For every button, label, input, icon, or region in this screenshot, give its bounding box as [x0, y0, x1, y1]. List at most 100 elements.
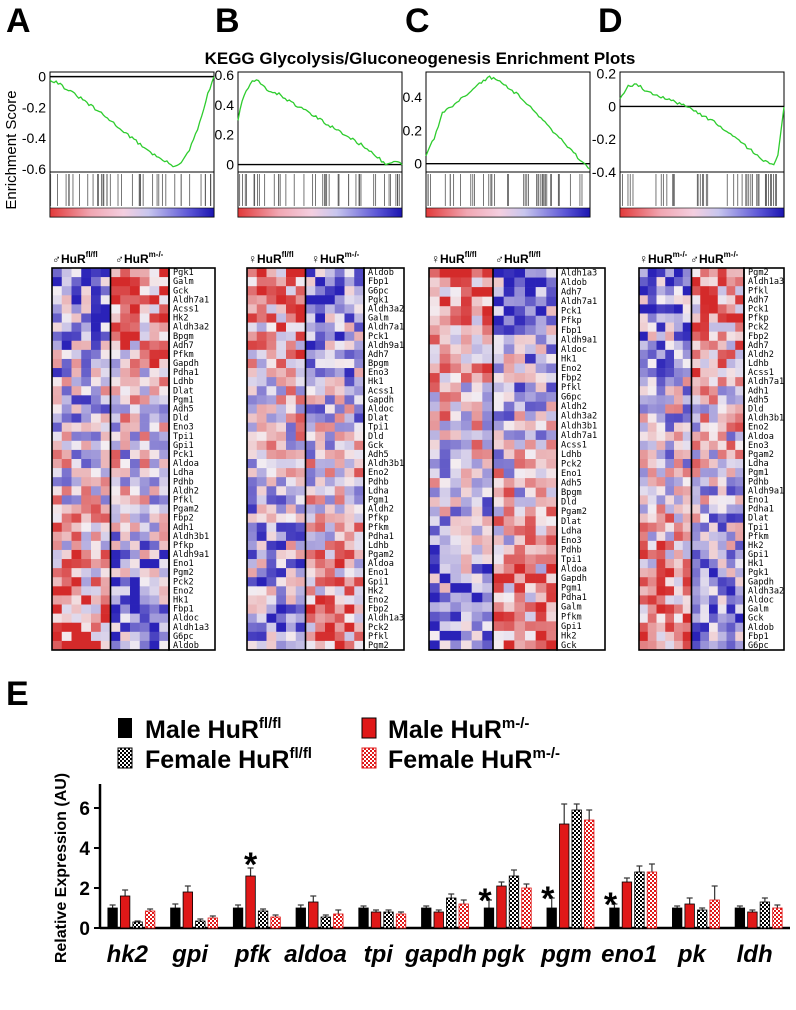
heatmap-cell — [709, 486, 719, 496]
heatmap-cell — [665, 522, 675, 533]
heatmap-cell — [735, 395, 745, 405]
heatmap-cell — [700, 531, 710, 542]
heatmap-cell — [503, 373, 515, 383]
heatmap-cell — [81, 268, 92, 278]
heatmap-cell — [61, 577, 72, 587]
heatmap-cell — [682, 395, 692, 405]
heatmap-cell — [130, 277, 141, 287]
heatmap-cell — [159, 513, 170, 523]
heatmap-cell — [71, 413, 82, 423]
heatmap-cell — [344, 322, 355, 332]
heatmap-cell — [691, 268, 701, 278]
heatmap-cell — [503, 611, 515, 622]
heatmap-cell — [91, 559, 102, 569]
bar-pfk-s0 — [232, 907, 244, 929]
heatmap-cell — [656, 413, 666, 423]
heatmap-cell — [493, 592, 504, 603]
heatmap-cell — [52, 395, 63, 405]
heatmap-cell — [682, 349, 692, 360]
heatmap-cell — [247, 277, 258, 287]
heatmap-cell — [525, 315, 536, 326]
heatmap-cell — [100, 377, 111, 387]
heatmap-cell — [295, 304, 306, 314]
heatmap-cell — [344, 459, 355, 469]
heatmap-cell — [100, 522, 111, 533]
heatmap-cell — [546, 306, 558, 317]
heatmap-cell — [139, 358, 150, 369]
heatmap-cell — [535, 382, 547, 393]
heatmap-gene-label: Dld — [173, 414, 189, 424]
heatmap-cell — [71, 286, 82, 296]
heatmap-cell — [665, 531, 675, 542]
heatmap-cell — [71, 468, 82, 478]
heatmap-cell — [81, 404, 92, 414]
heatmap-cell — [674, 595, 684, 605]
heatmap-cell — [295, 322, 306, 332]
heatmap-cell — [656, 395, 666, 405]
heatmap-cell — [276, 531, 287, 542]
heatmap-cell — [276, 459, 287, 469]
heatmap-cell — [709, 395, 719, 405]
heatmap-cell — [325, 477, 336, 487]
heatmap-cell — [450, 325, 462, 336]
heatmap-cell — [130, 531, 141, 542]
heatmap-cell — [159, 640, 170, 651]
heatmap-cell — [717, 404, 727, 414]
heatmap-cell — [354, 331, 365, 342]
gene-label-frame — [168, 267, 216, 651]
heatmap-cell — [726, 277, 736, 287]
heatmap-group-header: ♀HuRfl/fl — [431, 250, 477, 266]
heatmap-cell — [286, 440, 297, 451]
heatmap-cell — [525, 487, 536, 498]
heatmap-cell — [482, 296, 494, 307]
heatmap-cell — [344, 568, 355, 578]
heatmap-cell — [503, 382, 515, 393]
heatmap-cell — [325, 358, 336, 369]
heatmap-cell — [639, 468, 649, 478]
heatmap-cell — [647, 577, 657, 587]
heatmap-cell — [482, 497, 494, 508]
heatmap-cell — [726, 640, 736, 651]
heatmap-gene-label: Pck1 — [173, 450, 194, 460]
heatmap-cell — [266, 604, 277, 614]
heatmap-cell — [286, 531, 297, 542]
heatmap-cell — [682, 577, 692, 587]
significance-star: * — [478, 882, 492, 920]
heatmap-cell — [286, 604, 297, 614]
heatmap-cell — [344, 586, 355, 596]
heatmap-cell — [149, 386, 160, 396]
heatmap-cell — [717, 377, 727, 387]
heatmap-gene-label: Aldh9a1 — [368, 341, 404, 351]
heatmap-cell — [514, 525, 526, 536]
heatmap-gene-label: Pgm2 — [173, 568, 194, 578]
heatmap-cell — [81, 586, 92, 596]
heatmap-cell — [149, 477, 160, 487]
heatmap-gene-label: Acss1 — [368, 386, 394, 396]
heatmap-cell — [450, 296, 462, 307]
heatmap-cell — [266, 340, 277, 351]
heatmap-gene-label: Aldoc — [748, 596, 774, 606]
enrichment-y-tick: -0.4 — [22, 130, 46, 146]
heatmap-cell — [450, 621, 462, 632]
heatmap-cell — [286, 577, 297, 587]
heatmap-cell — [276, 413, 287, 423]
heatmap-cell — [461, 506, 472, 517]
heatmap-cell — [276, 377, 287, 387]
heatmap-cell — [81, 613, 92, 624]
heatmap-b: ♀HuRfl/fl ♀HuRm-/-AldobFbp1G6pcPgk1Aldh3a… — [246, 250, 405, 651]
heatmap-cell — [439, 583, 451, 593]
heatmap-cell — [682, 286, 692, 296]
heatmap-cell — [656, 513, 666, 523]
heatmap-cell — [52, 386, 63, 396]
heatmap-cell — [325, 440, 336, 451]
heatmap-cell — [315, 604, 326, 614]
heatmap-cell — [461, 392, 472, 402]
heatmap-cell — [639, 640, 649, 651]
heatmap-cell — [276, 549, 287, 560]
heatmap-cell — [286, 477, 297, 487]
heatmap-cell — [61, 540, 72, 551]
heatmap-cell — [482, 525, 494, 536]
heatmap-cell — [315, 431, 326, 442]
heatmap-cell — [647, 631, 657, 642]
heatmap-cell — [461, 411, 472, 422]
